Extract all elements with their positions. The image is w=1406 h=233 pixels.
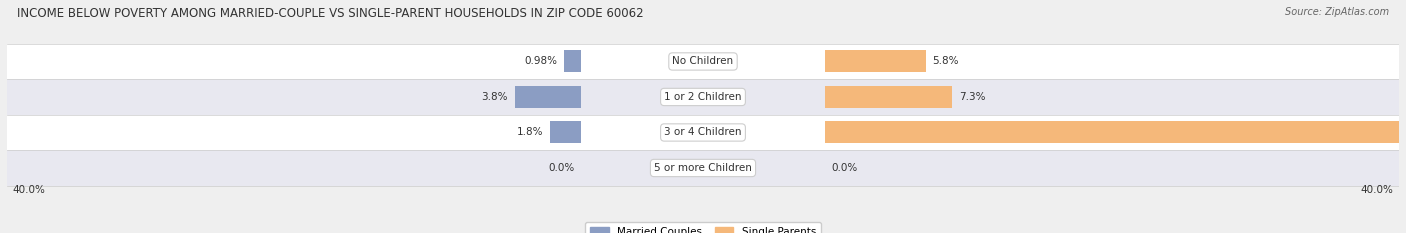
Text: 0.98%: 0.98%	[524, 56, 557, 66]
Text: 40.0%: 40.0%	[1361, 185, 1393, 195]
Text: 0.0%: 0.0%	[832, 163, 858, 173]
Bar	[7, 115, 1399, 150]
Bar	[825, 86, 952, 108]
Bar	[7, 150, 1399, 186]
Text: 1.8%: 1.8%	[516, 127, 543, 137]
Bar	[7, 44, 1399, 79]
Bar	[825, 51, 925, 72]
Text: 1 or 2 Children: 1 or 2 Children	[664, 92, 742, 102]
Text: 3.8%: 3.8%	[482, 92, 508, 102]
Legend: Married Couples, Single Parents: Married Couples, Single Parents	[585, 222, 821, 233]
Bar	[7, 79, 1399, 115]
Text: 7.3%: 7.3%	[959, 92, 986, 102]
Bar	[564, 51, 581, 72]
Text: Source: ZipAtlas.com: Source: ZipAtlas.com	[1285, 7, 1389, 17]
Text: 0.0%: 0.0%	[548, 163, 574, 173]
Text: 40.0%: 40.0%	[13, 185, 45, 195]
Text: 3 or 4 Children: 3 or 4 Children	[664, 127, 742, 137]
Bar	[550, 121, 581, 144]
Bar	[515, 86, 581, 108]
Text: No Children: No Children	[672, 56, 734, 66]
Bar	[825, 121, 1406, 144]
Text: 5.8%: 5.8%	[932, 56, 959, 66]
Text: 5 or more Children: 5 or more Children	[654, 163, 752, 173]
Text: INCOME BELOW POVERTY AMONG MARRIED-COUPLE VS SINGLE-PARENT HOUSEHOLDS IN ZIP COD: INCOME BELOW POVERTY AMONG MARRIED-COUPL…	[17, 7, 644, 20]
